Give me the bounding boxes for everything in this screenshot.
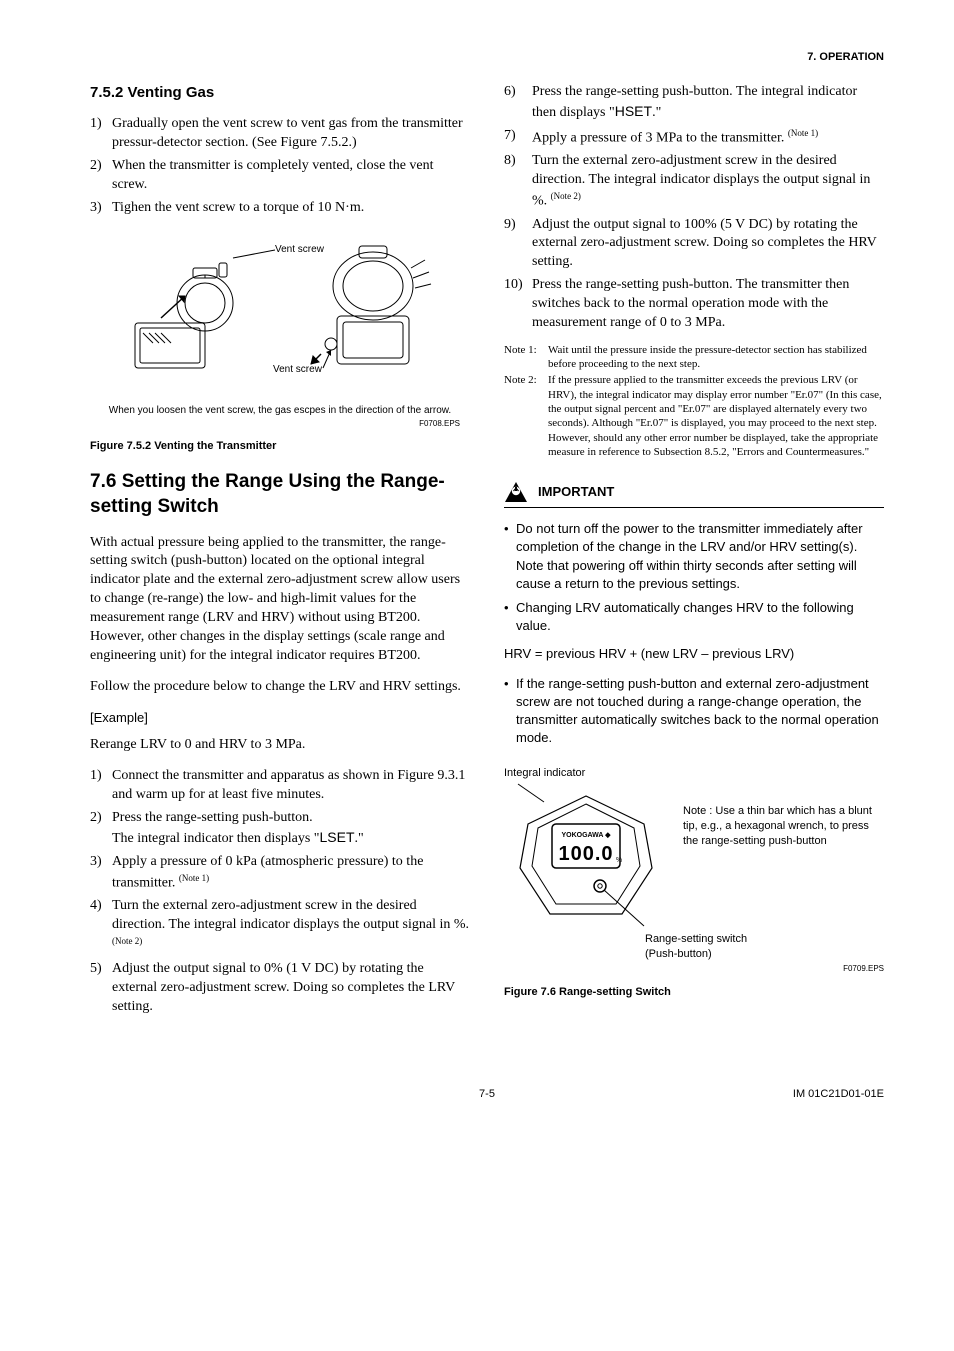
sec-752-list: 1)Gradually open the vent screw to vent …: [90, 115, 470, 217]
example-intro: Rerange LRV to 0 and HRV to 3 MPa.: [90, 736, 470, 755]
list-num: 3): [90, 199, 112, 218]
fig-752-title: Figure 7.5.2 Venting the Transmitter: [90, 439, 470, 454]
important-heading: IMPORTANT: [504, 481, 884, 508]
list-num: 8): [504, 152, 532, 211]
list-num: 5): [90, 960, 112, 1017]
bullet-text: If the range-setting push-button and ext…: [516, 675, 884, 748]
fig-752-code: F0708.EPS: [90, 419, 470, 430]
important-bullets: Do not turn off the power to the transmi…: [504, 520, 884, 635]
list-num: 4): [90, 897, 112, 956]
list-text: Turn the external zero-adjustment screw …: [112, 897, 470, 956]
fig-752-caption: When you loosen the vent screw, the gas …: [90, 404, 470, 417]
hrv-formula: HRV = previous HRV + (new LRV – previous…: [504, 645, 884, 663]
range-switch-caption: Range-setting switch (Push-button): [645, 932, 884, 962]
warning-icon: [504, 481, 528, 503]
list-text: Connect the transmitter and apparatus as…: [112, 767, 470, 805]
important-bullets-2: If the range-setting push-button and ext…: [504, 675, 884, 748]
figure-752: Vent screw Vent screw When you loosen th…: [90, 228, 470, 455]
sec-76-para1: With actual pressure being applied to th…: [90, 534, 470, 666]
bullet-text: Changing LRV automatically changes HRV t…: [516, 599, 884, 635]
list-text: Adjust the output signal to 100% (5 V DC…: [532, 216, 884, 273]
example-label: [Example]: [90, 709, 470, 727]
fig-76-note: Note : Use a thin bar which has a blunt …: [683, 782, 884, 849]
note-text: Wait until the pressure inside the press…: [548, 343, 884, 372]
list-num: 7): [504, 127, 532, 149]
bullet-text: Do not turn off the power to the transmi…: [516, 520, 884, 593]
list-text: Adjust the output signal to 0% (1 V DC) …: [112, 960, 470, 1017]
vent-screw-label: Vent screw: [275, 244, 325, 255]
list-text: When the transmitter is completely vente…: [112, 157, 470, 195]
left-column: 7.5.2 Venting Gas 1)Gradually open the v…: [90, 83, 470, 1027]
list-num: 10): [504, 276, 532, 333]
list-text: Press the range-setting push-button. The…: [532, 276, 884, 333]
note-text: If the pressure applied to the transmitt…: [548, 373, 884, 459]
list-num: 6): [504, 83, 532, 123]
list-text: Press the range-setting push-button. The…: [532, 83, 884, 123]
list-num: 1): [90, 767, 112, 805]
list-text: Press the range-setting push-button.The …: [112, 809, 470, 849]
list-text: Apply a pressure of 3 MPa to the transmi…: [532, 127, 884, 149]
chapter-header: 7. OPERATION: [90, 50, 884, 65]
page-number: 7-5: [479, 1087, 495, 1102]
note-num: Note 1:: [504, 343, 548, 372]
doc-id: IM 01C21D01-01E: [793, 1087, 884, 1102]
page-footer: 7-5 IM 01C21D01-01E: [90, 1087, 884, 1102]
display-value: 100.0: [558, 843, 613, 865]
steps-1-5: 1)Connect the transmitter and apparatus …: [90, 767, 470, 1017]
vent-screw-label-2: Vent screw: [273, 364, 323, 375]
sec-76-para2: Follow the procedure below to change the…: [90, 678, 470, 697]
fig-76-title: Figure 7.6 Range-setting Switch: [504, 985, 884, 1000]
indicator-diagram-icon: YOKOGAWA ◆ 100.0 %: [504, 782, 669, 932]
list-text: Turn the external zero-adjustment screw …: [532, 152, 884, 211]
sec-76-title: 7.6 Setting the Range Using the Range-se…: [90, 470, 470, 519]
list-num: 2): [90, 157, 112, 195]
list-num: 9): [504, 216, 532, 273]
notes-block: Note 1:Wait until the pressure inside th…: [504, 343, 884, 459]
brand-text: YOKOGAWA ◆: [561, 832, 611, 839]
list-text: Tighen the vent screw to a torque of 10 …: [112, 199, 470, 218]
transmitter-diagram-icon: Vent screw Vent screw: [115, 228, 445, 398]
list-num: 1): [90, 115, 112, 153]
steps-6-10: 6)Press the range-setting push-button. T…: [504, 83, 884, 333]
important-label: IMPORTANT: [538, 483, 614, 501]
list-text: Gradually open the vent screw to vent ga…: [112, 115, 470, 153]
list-text: Apply a pressure of 0 kPa (atmospheric p…: [112, 853, 470, 893]
integral-indicator-label: Integral indicator: [504, 766, 884, 781]
sec-752-title: 7.5.2 Venting Gas: [90, 83, 470, 103]
list-num: 2): [90, 809, 112, 849]
right-column: 6)Press the range-setting push-button. T…: [504, 83, 884, 1027]
display-unit: %: [616, 857, 622, 864]
list-num: 3): [90, 853, 112, 893]
note-num: Note 2:: [504, 373, 548, 459]
fig-76-code: F0709.EPS: [504, 964, 884, 975]
